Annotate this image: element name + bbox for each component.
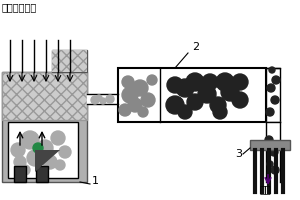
Circle shape bbox=[202, 74, 218, 90]
Circle shape bbox=[166, 96, 184, 114]
Circle shape bbox=[267, 161, 273, 167]
Bar bbox=[8, 122, 78, 178]
Circle shape bbox=[91, 96, 99, 104]
Circle shape bbox=[122, 87, 138, 103]
Circle shape bbox=[106, 95, 114, 103]
Polygon shape bbox=[35, 150, 60, 172]
Bar bbox=[52, 50, 87, 72]
Circle shape bbox=[27, 150, 43, 166]
Bar bbox=[52, 50, 87, 72]
Circle shape bbox=[187, 94, 203, 110]
Bar bbox=[2, 72, 87, 182]
Circle shape bbox=[33, 143, 43, 153]
Circle shape bbox=[119, 104, 131, 116]
Circle shape bbox=[21, 131, 39, 149]
Circle shape bbox=[213, 105, 227, 119]
Circle shape bbox=[51, 131, 65, 145]
Circle shape bbox=[186, 73, 204, 91]
Circle shape bbox=[11, 143, 25, 157]
Text: 废气: 废气 bbox=[259, 184, 271, 194]
Circle shape bbox=[141, 93, 155, 107]
Circle shape bbox=[267, 84, 275, 92]
Circle shape bbox=[266, 108, 274, 116]
Circle shape bbox=[232, 74, 248, 90]
Circle shape bbox=[43, 155, 57, 169]
Bar bbox=[266, 68, 280, 122]
Circle shape bbox=[270, 148, 278, 156]
Circle shape bbox=[271, 96, 279, 104]
Circle shape bbox=[147, 75, 157, 85]
Circle shape bbox=[128, 98, 142, 112]
Circle shape bbox=[132, 80, 148, 96]
Circle shape bbox=[37, 140, 53, 156]
Circle shape bbox=[14, 156, 26, 168]
Circle shape bbox=[176, 79, 194, 97]
Circle shape bbox=[198, 85, 216, 103]
Circle shape bbox=[59, 146, 71, 158]
Circle shape bbox=[269, 67, 275, 73]
Text: 载气（氮气）: 载气（氮气） bbox=[2, 2, 37, 12]
Bar bbox=[14, 166, 26, 182]
Circle shape bbox=[265, 136, 273, 144]
Circle shape bbox=[232, 92, 248, 108]
Circle shape bbox=[138, 107, 148, 117]
Bar bbox=[250, 140, 290, 150]
Circle shape bbox=[167, 77, 183, 93]
Circle shape bbox=[210, 97, 226, 113]
Circle shape bbox=[178, 105, 192, 119]
Text: 2: 2 bbox=[192, 42, 199, 52]
Circle shape bbox=[96, 95, 102, 101]
Circle shape bbox=[221, 83, 239, 101]
Circle shape bbox=[100, 98, 106, 104]
Circle shape bbox=[216, 73, 234, 91]
Circle shape bbox=[122, 76, 134, 88]
Bar bbox=[118, 68, 266, 122]
Bar bbox=[2, 72, 87, 120]
Text: 1: 1 bbox=[92, 176, 99, 186]
Bar bbox=[36, 166, 48, 182]
Circle shape bbox=[20, 165, 30, 175]
Circle shape bbox=[272, 76, 280, 84]
Circle shape bbox=[55, 160, 65, 170]
Circle shape bbox=[271, 166, 279, 174]
Text: 3: 3 bbox=[235, 149, 242, 159]
